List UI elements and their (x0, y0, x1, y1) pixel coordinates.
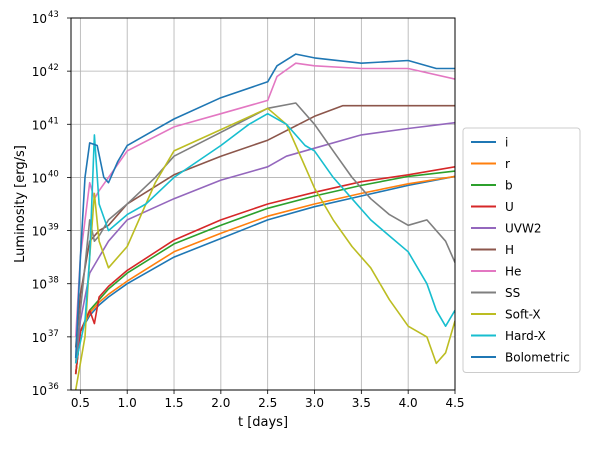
x-axis-ticks: 0.5 1.0 1.5 2.0 2.5 3.0 3.5 4.0 4.5 (71, 390, 465, 410)
legend-label-soft-x: Soft-X (505, 308, 541, 322)
x-tick-label: 1.0 (118, 396, 137, 410)
y-tick-label: 10 (32, 384, 47, 398)
series-line-r (74, 175, 455, 375)
x-tick-label: 1.5 (164, 396, 183, 410)
series-line-i (74, 175, 455, 375)
legend-box (462, 127, 581, 373)
y-tick-exponent: 36 (48, 382, 59, 392)
series-line-hard-x (74, 112, 455, 364)
x-tick-label: 4.0 (399, 396, 418, 410)
x-tick-label: 0.5 (71, 396, 90, 410)
y-tick-exponent: 39 (48, 223, 59, 233)
legend-label-b: b (505, 179, 513, 193)
series-line-uvw2 (74, 121, 455, 364)
legend-label-he: He (505, 265, 521, 279)
legend-label-u: U (505, 200, 514, 214)
series-line-u (74, 166, 455, 375)
y-tick-exponent: 37 (48, 329, 59, 339)
y-tick-label: 10 (32, 118, 47, 132)
legend-label-i: i (505, 136, 508, 150)
legend-label-h: H (505, 243, 514, 257)
series-line-bolometric (74, 53, 455, 359)
y-tick-label: 10 (32, 225, 47, 239)
legend-label-ss: SS (505, 286, 520, 300)
y-tick-label: 10 (32, 331, 47, 345)
series-lines (74, 53, 455, 390)
legend-label-r: r (505, 157, 510, 171)
legend-label-bolometric: Bolometric (505, 351, 570, 365)
y-tick-label: 10 (32, 65, 47, 79)
x-axis-label: t [days] (238, 415, 288, 430)
x-tick-label: 3.0 (305, 396, 324, 410)
y-tick-label: 10 (32, 278, 47, 292)
y-tick-exponent: 41 (48, 116, 59, 126)
x-tick-label: 2.5 (258, 396, 277, 410)
legend-label-uvw2: UVW2 (505, 222, 542, 236)
y-tick-label: 10 (32, 12, 47, 26)
series-line-soft-x (74, 107, 455, 390)
legend-label-hard-x: Hard-X (505, 329, 546, 343)
y-tick-label: 10 (32, 171, 47, 185)
x-tick-label: 2.0 (211, 396, 230, 410)
x-tick-label: 4.5 (445, 396, 464, 410)
y-tick-exponent: 38 (48, 276, 59, 286)
plot-frame (70, 17, 456, 391)
x-tick-label: 3.5 (352, 396, 371, 410)
y-axis-label: Luminosity [erg/s] (13, 145, 28, 263)
y-tick-exponent: 42 (48, 63, 59, 73)
y-tick-exponent: 40 (48, 169, 59, 179)
y-tick-exponent: 43 (48, 10, 59, 20)
